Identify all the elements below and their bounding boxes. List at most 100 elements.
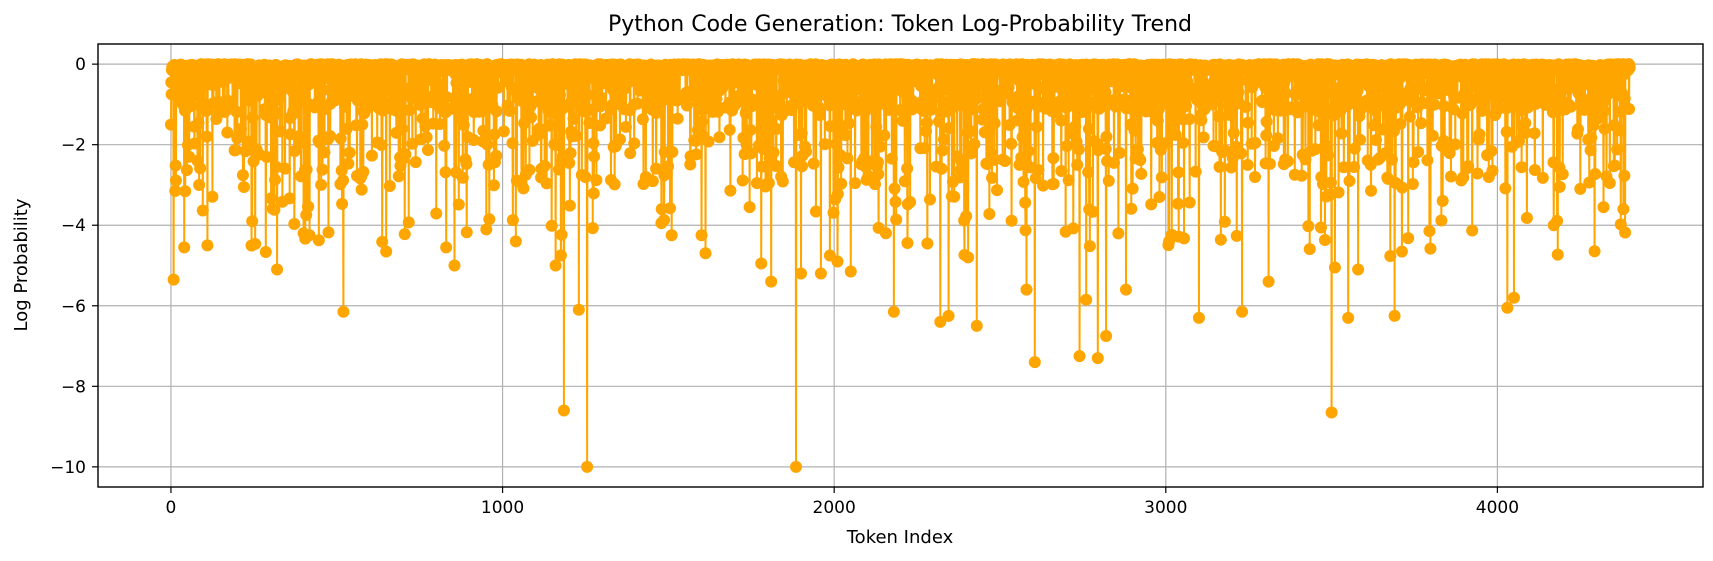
data-point <box>1099 142 1112 155</box>
data-point <box>193 178 206 191</box>
data-point <box>1394 117 1407 130</box>
data-point <box>402 216 415 229</box>
y-tick-label: −8 <box>61 377 86 397</box>
data-point <box>1037 179 1050 192</box>
data-point <box>765 275 778 288</box>
data-point <box>1256 95 1269 108</box>
data-point <box>1099 86 1112 99</box>
data-point <box>497 125 510 138</box>
data-point <box>1125 202 1138 215</box>
data-point <box>743 201 756 214</box>
data-point <box>1145 198 1158 211</box>
data-point <box>1012 74 1025 87</box>
data-point <box>268 203 281 216</box>
data-point <box>259 246 272 258</box>
data-point <box>755 257 768 270</box>
data-point <box>887 305 900 318</box>
data-point <box>581 88 594 101</box>
data-point <box>1236 305 1249 318</box>
data-point <box>934 315 947 328</box>
data-point <box>936 144 949 157</box>
data-point <box>921 116 934 129</box>
data-point <box>613 133 626 146</box>
data-point <box>288 218 301 230</box>
data-point <box>1295 169 1308 182</box>
data-point <box>796 160 809 173</box>
data-point <box>581 460 594 473</box>
data-point <box>460 157 473 170</box>
data-point <box>590 174 603 187</box>
data-point <box>890 213 903 226</box>
data-point <box>1348 161 1361 174</box>
data-point <box>1180 99 1193 112</box>
data-point <box>1335 127 1348 140</box>
data-point <box>555 228 568 241</box>
data-point <box>409 156 422 169</box>
data-point <box>1515 161 1528 174</box>
data-point <box>1086 205 1099 218</box>
data-point <box>303 229 316 242</box>
data-point <box>448 259 461 272</box>
data-point <box>876 92 889 105</box>
data-point <box>1585 131 1598 144</box>
data-point <box>312 234 325 247</box>
data-point <box>221 126 234 139</box>
data-point <box>230 105 243 118</box>
data-point <box>937 133 950 146</box>
data-point <box>1083 240 1096 253</box>
data-point <box>1073 350 1086 363</box>
data-point <box>229 143 242 156</box>
data-point <box>1614 124 1627 137</box>
data-point <box>814 267 827 280</box>
x-tick-label: 2000 <box>813 498 856 518</box>
data-point <box>506 137 519 150</box>
data-point <box>273 91 286 104</box>
data-point <box>1556 168 1569 181</box>
data-point <box>169 174 182 187</box>
data-point <box>795 127 808 140</box>
data-point <box>1309 143 1322 156</box>
data-point <box>724 184 737 197</box>
data-point <box>1069 120 1082 133</box>
data-point <box>274 125 287 138</box>
data-point <box>984 106 997 119</box>
data-point <box>490 105 503 118</box>
data-point <box>1223 108 1236 121</box>
data-point <box>662 160 675 173</box>
data-point <box>925 103 938 116</box>
data-point <box>1321 149 1334 162</box>
data-point <box>1551 214 1564 227</box>
data-point <box>357 165 370 178</box>
data-point <box>955 155 968 168</box>
data-point <box>658 213 671 226</box>
data-point <box>342 157 355 170</box>
data-point <box>1126 182 1139 195</box>
data-point <box>1477 101 1490 114</box>
data-point <box>1343 175 1356 188</box>
data-point <box>588 150 601 163</box>
data-point <box>921 237 934 250</box>
data-point <box>1403 110 1416 123</box>
data-point <box>1619 226 1632 239</box>
data-point <box>438 139 451 152</box>
data-point <box>1113 146 1126 159</box>
data-point <box>807 157 820 170</box>
data-point <box>365 149 378 162</box>
x-tick-label: 4000 <box>1476 498 1519 518</box>
data-point <box>1499 182 1512 195</box>
data-point <box>1412 145 1425 158</box>
data-point <box>832 161 845 174</box>
data-point <box>631 97 644 110</box>
data-point <box>1155 171 1168 184</box>
data-point <box>517 182 530 195</box>
data-point <box>1618 169 1631 182</box>
data-point <box>1456 107 1469 120</box>
data-point <box>1029 78 1042 91</box>
data-point <box>1564 100 1577 113</box>
data-point <box>600 112 613 125</box>
data-point <box>1248 171 1261 184</box>
data-point <box>943 75 956 88</box>
x-tick-label: 0 <box>166 498 177 518</box>
data-point <box>799 145 812 158</box>
data-point <box>1192 311 1205 324</box>
